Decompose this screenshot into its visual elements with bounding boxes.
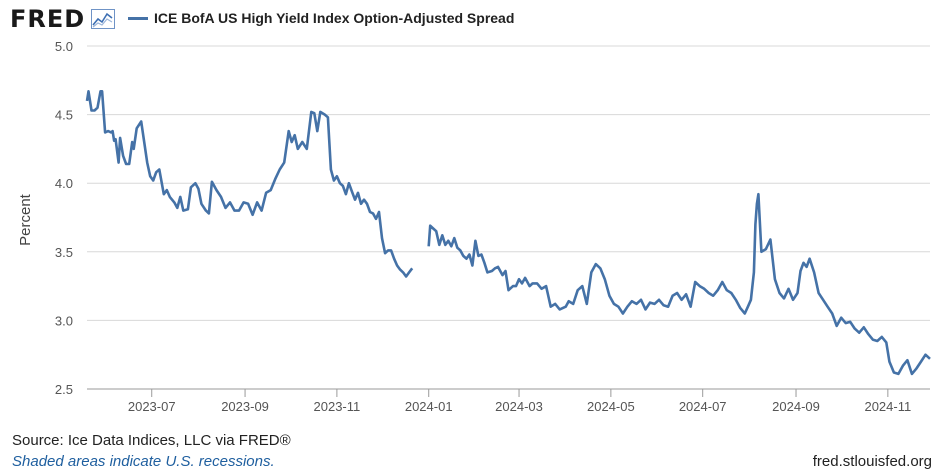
site-link[interactable]: fred.stlouisfed.org — [812, 453, 932, 470]
y-tick-label: 4.0 — [55, 176, 73, 191]
line-chart-icon — [91, 9, 116, 29]
x-tick-label: 2024-01 — [405, 399, 453, 414]
x-tick-label: 2024-07 — [679, 399, 727, 414]
y-tick-label: 3.0 — [55, 313, 73, 328]
recession-note: Shaded areas indicate U.S. recessions. — [12, 453, 275, 470]
x-axis-ticks: 2023-07 2023-09 2023-11 2024-01 2024-03 2024-… — [128, 389, 911, 414]
fred-logo-text: FRED — [10, 5, 86, 33]
legend-swatch — [128, 16, 148, 20]
y-tick-label: 5.0 — [55, 39, 73, 54]
legend-label: ICE BofA US High Yield Index Option-Adju… — [154, 10, 515, 26]
x-tick-label: 2024-05 — [587, 399, 635, 414]
fred-logo[interactable]: FRED — [10, 5, 116, 33]
x-tick-label: 2023-07 — [128, 399, 176, 414]
chart-legend: ICE BofA US High Yield Index Option-Adju… — [128, 10, 514, 26]
x-tick-label: 2024-03 — [495, 399, 543, 414]
y-tick-label: 2.5 — [55, 382, 73, 397]
y-tick-label: 3.5 — [55, 245, 73, 260]
x-tick-label: 2024-09 — [772, 399, 820, 414]
y-tick-label: 4.5 — [55, 108, 73, 123]
series-line — [85, 90, 414, 278]
y-axis-ticks: 2.5 3.0 3.5 4.0 4.5 5.0 — [55, 39, 73, 397]
source-note: Source: Ice Data Indices, LLC via FRED® — [12, 432, 291, 449]
x-tick-label: 2023-09 — [221, 399, 269, 414]
series-line — [427, 192, 931, 376]
series-layer — [85, 90, 931, 376]
grid-lines — [87, 45, 930, 390]
y-axis-title: Percent — [17, 193, 34, 246]
x-tick-label: 2023-11 — [314, 399, 361, 414]
x-tick-label: 2024-11 — [864, 399, 911, 414]
